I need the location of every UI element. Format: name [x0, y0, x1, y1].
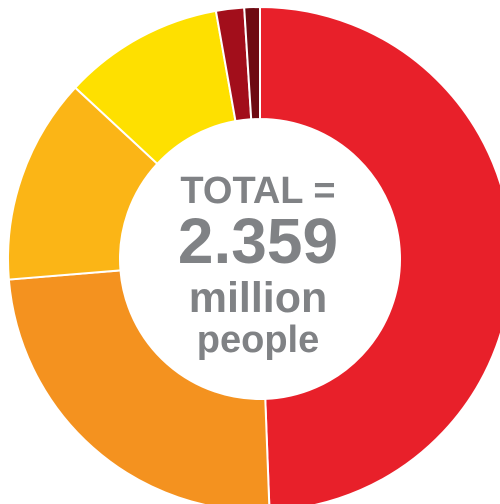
donut-slice-6: [243, 5, 261, 121]
center-label-total: TOTAL =: [180, 170, 335, 212]
donut-slice-2: [7, 269, 271, 504]
center-label-unit: million: [189, 274, 328, 322]
center-label-value: 2.359: [178, 205, 338, 277]
center-label-people: people: [197, 319, 319, 361]
donut-slice-1: [259, 5, 500, 504]
center-label: TOTAL = 2.359 million people: [178, 170, 338, 361]
donut-slices: [7, 5, 500, 504]
